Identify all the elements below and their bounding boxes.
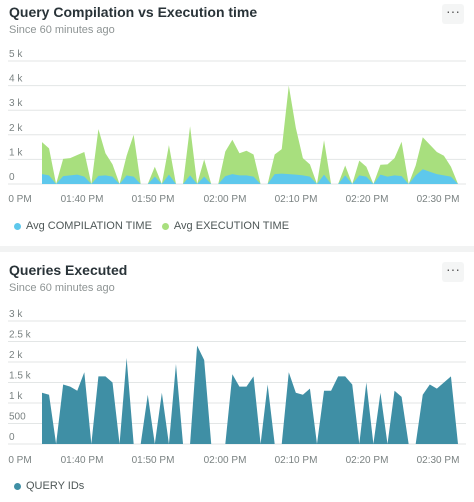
y-tick-label: 1 k bbox=[9, 391, 23, 402]
x-tick-label: 02:30 PM bbox=[417, 194, 460, 205]
x-tick-label: 01:40 PM bbox=[61, 455, 104, 466]
x-tick-label: 02:00 PM bbox=[204, 194, 247, 205]
x-tick-label: 02:00 PM bbox=[204, 455, 247, 466]
panel-title: Queries Executed bbox=[9, 262, 128, 278]
y-tick-label: 1.5 k bbox=[9, 371, 32, 382]
chart-panel-compilation-vs-execution: Query Compilation vs Execution time Sinc… bbox=[0, 0, 474, 246]
legend-swatch-icon bbox=[14, 222, 21, 230]
legend-item[interactable]: Avg EXECUTION TIME bbox=[161, 220, 290, 232]
area-chart-compilation-vs-execution: 0 1 k 2 k 3 k 4 k 5 k 0 PM 01:40 PM 01:50 PM 02:0… bbox=[8, 49, 466, 205]
more-options-menu-icon[interactable]: ··· bbox=[442, 4, 464, 24]
legend-item[interactable]: QUERY IDs bbox=[14, 480, 84, 492]
x-tick-label: 02:10 PM bbox=[275, 194, 318, 205]
y-tick-label: 4 k bbox=[9, 74, 23, 85]
y-tick-label: 1 k bbox=[9, 147, 23, 158]
x-tick-label: 01:50 PM bbox=[132, 194, 175, 205]
more-options-menu-icon[interactable]: ··· bbox=[442, 262, 464, 282]
legend-item[interactable]: Avg COMPILATION TIME bbox=[14, 220, 152, 232]
x-tick-label: 02:20 PM bbox=[346, 455, 389, 466]
y-tick-label: 0 bbox=[9, 172, 15, 183]
legend-label: Avg COMPILATION TIME bbox=[26, 220, 152, 232]
panel-subtitle: Since 60 minutes ago bbox=[9, 24, 115, 36]
legend-label: Avg EXECUTION TIME bbox=[173, 220, 290, 232]
x-tick-label: 0 PM bbox=[8, 194, 31, 205]
area-series-avg-compilation-time[interactable] bbox=[42, 169, 458, 184]
panel-subtitle: Since 60 minutes ago bbox=[9, 282, 115, 294]
y-tick-label: 2 k bbox=[9, 123, 23, 134]
panel-title: Query Compilation vs Execution time bbox=[9, 4, 258, 20]
area-chart-queries-executed: 0 500 1 k 1.5 k 2 k 2.5 k 3 k 0 PM 01:40 PM 01:50… bbox=[8, 309, 466, 466]
x-tick-label: 01:50 PM bbox=[132, 455, 175, 466]
x-tick-label: 02:30 PM bbox=[417, 455, 460, 466]
chart-legend: Avg COMPILATION TIME Avg EXECUTION TIME bbox=[14, 220, 299, 233]
x-tick-label: 01:40 PM bbox=[61, 194, 104, 205]
panel-divider bbox=[0, 246, 474, 252]
y-tick-label: 3 k bbox=[9, 309, 23, 320]
x-tick-label: 0 PM bbox=[8, 455, 31, 466]
area-series-avg-execution-time[interactable] bbox=[42, 85, 458, 184]
area-series-query-ids[interactable] bbox=[42, 345, 458, 444]
y-tick-label: 5 k bbox=[9, 49, 23, 60]
x-tick-label: 02:20 PM bbox=[346, 194, 389, 205]
legend-label: QUERY IDs bbox=[26, 480, 85, 492]
y-tick-label: 500 bbox=[9, 412, 26, 423]
x-tick-label: 02:10 PM bbox=[275, 455, 318, 466]
y-tick-label: 0 bbox=[9, 432, 15, 443]
chart-legend: QUERY IDs bbox=[14, 480, 94, 493]
legend-swatch-icon bbox=[14, 482, 21, 490]
legend-swatch-icon bbox=[161, 222, 169, 230]
chart-panel-queries-executed: Queries Executed Since 60 minutes ago ··… bbox=[0, 252, 474, 502]
y-tick-label: 2 k bbox=[9, 350, 23, 361]
y-tick-label: 3 k bbox=[9, 98, 23, 109]
y-tick-label: 2.5 k bbox=[9, 330, 32, 341]
